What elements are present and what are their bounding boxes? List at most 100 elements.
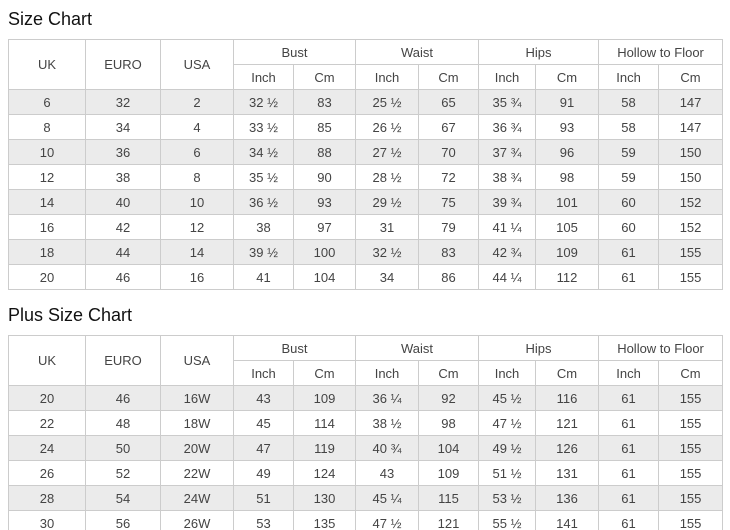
subheader-waist-inch: Inch	[355, 64, 420, 90]
table-row: 20 46 16W 43 109 36 ¼ 92 45 ½ 116 61 155	[8, 385, 724, 411]
group-header-hollow-to-floor: Hollow to Floor	[598, 335, 724, 361]
table-cell: 155	[658, 239, 724, 265]
table-cell: 101	[535, 189, 600, 215]
table-cell: 136	[535, 485, 600, 511]
subheader-waist-cm: Cm	[418, 64, 480, 90]
table-cell: 109	[418, 460, 480, 486]
table-cell: 53	[233, 510, 294, 530]
table-cell: 24	[8, 435, 86, 461]
table-row: 10 36 6 34 ½ 88 27 ½ 70 37 ¾ 96 59 150	[8, 139, 724, 165]
table-cell: 32 ½	[355, 239, 420, 265]
table-cell: 35 ¾	[478, 89, 537, 115]
table-cell: 109	[535, 239, 600, 265]
table-cell: 47 ½	[478, 410, 537, 436]
table-cell: 31	[355, 214, 420, 240]
group-header-waist: Waist	[355, 39, 480, 65]
table-row: 6 32 2 32 ½ 83 25 ½ 65 35 ¾ 91 58 147	[8, 89, 724, 115]
table-cell: 38	[85, 164, 161, 190]
table-cell: 79	[418, 214, 480, 240]
table-cell: 38 ½	[355, 410, 420, 436]
table-cell: 52	[85, 460, 161, 486]
subheader-hips-inch: Inch	[478, 360, 537, 386]
table-cell: 22	[8, 410, 86, 436]
table-cell: 97	[292, 214, 357, 240]
table-cell: 61	[598, 385, 660, 411]
column-header-usa: USA	[160, 39, 234, 90]
table-cell: 34 ½	[233, 139, 294, 165]
table-cell: 75	[418, 189, 480, 215]
table-cell: 34	[355, 264, 420, 290]
table-cell: 29 ½	[355, 189, 420, 215]
subheader-hollow-inch: Inch	[598, 64, 660, 90]
table-cell: 20	[8, 385, 86, 411]
table-cell: 51	[233, 485, 294, 511]
table-cell: 116	[535, 385, 600, 411]
table-cell: 61	[598, 264, 660, 290]
table-cell: 61	[598, 410, 660, 436]
table-cell: 61	[598, 460, 660, 486]
table-cell: 131	[535, 460, 600, 486]
table-cell: 150	[658, 139, 724, 165]
table-cell: 147	[658, 89, 724, 115]
table-cell: 141	[535, 510, 600, 530]
table-cell: 59	[598, 164, 660, 190]
table-cell: 42 ¾	[478, 239, 537, 265]
table-cell: 45	[233, 410, 294, 436]
table-cell: 12	[160, 214, 234, 240]
table-cell: 93	[292, 189, 357, 215]
table-cell: 38	[233, 214, 294, 240]
table-cell: 67	[418, 114, 480, 140]
table-cell: 8	[160, 164, 234, 190]
table-cell: 14	[8, 189, 86, 215]
table-cell: 10	[160, 189, 234, 215]
table-cell: 112	[535, 264, 600, 290]
table-cell: 130	[292, 485, 357, 511]
table-cell: 60	[598, 214, 660, 240]
table-row: 28 54 24W 51 130 45 ¼ 115 53 ½ 136 61 155	[8, 485, 724, 511]
table-cell: 56	[85, 510, 161, 530]
table-cell: 37 ¾	[478, 139, 537, 165]
table-row: 26 52 22W 49 124 43 109 51 ½ 131 61 155	[8, 460, 724, 486]
table-cell: 104	[418, 435, 480, 461]
table-row: 14 40 10 36 ½ 93 29 ½ 75 39 ¾ 101 60 152	[8, 189, 724, 215]
table-cell: 26W	[160, 510, 234, 530]
table-cell: 45 ¼	[355, 485, 420, 511]
table-cell: 44	[85, 239, 161, 265]
table-cell: 24W	[160, 485, 234, 511]
table-cell: 147	[658, 114, 724, 140]
table-cell: 32 ½	[233, 89, 294, 115]
table-cell: 20	[8, 264, 86, 290]
table-cell: 90	[292, 164, 357, 190]
table-cell: 92	[418, 385, 480, 411]
table-cell: 58	[598, 89, 660, 115]
table-cell: 114	[292, 410, 357, 436]
subheader-hollow-cm: Cm	[658, 64, 724, 90]
table-cell: 121	[535, 410, 600, 436]
table-row: 24 50 20W 47 119 40 ¾ 104 49 ½ 126 61 155	[8, 435, 724, 461]
table-cell: 41	[233, 264, 294, 290]
table-cell: 26 ½	[355, 114, 420, 140]
table-cell: 44 ¼	[478, 264, 537, 290]
subheader-waist-inch: Inch	[355, 360, 420, 386]
header-row-units: Inch Cm Inch Cm Inch Cm Inch Cm	[9, 360, 724, 386]
table-cell: 85	[292, 114, 357, 140]
table-cell: 61	[598, 485, 660, 511]
table-cell: 51 ½	[478, 460, 537, 486]
table-row: 30 56 26W 53 135 47 ½ 121 55 ½ 141 61 155	[8, 510, 724, 530]
table-cell: 50	[85, 435, 161, 461]
table-cell: 60	[598, 189, 660, 215]
table-cell: 152	[658, 214, 724, 240]
group-header-hips: Hips	[478, 335, 600, 361]
group-header-bust: Bust	[232, 335, 357, 361]
table-cell: 98	[418, 410, 480, 436]
table-cell: 40 ¾	[355, 435, 420, 461]
table-cell: 45 ½	[478, 385, 537, 411]
table-cell: 105	[535, 214, 600, 240]
plus-size-chart-table: UK EURO USA Bust Waist Hips Hollow to Fl…	[8, 335, 724, 530]
table-cell: 96	[535, 139, 600, 165]
table-cell: 25 ½	[355, 89, 420, 115]
table-row: 8 34 4 33 ½ 85 26 ½ 67 36 ¾ 93 58 147	[8, 114, 724, 140]
table-row: 22 48 18W 45 114 38 ½ 98 47 ½ 121 61 155	[8, 410, 724, 436]
subheader-waist-cm: Cm	[418, 360, 480, 386]
